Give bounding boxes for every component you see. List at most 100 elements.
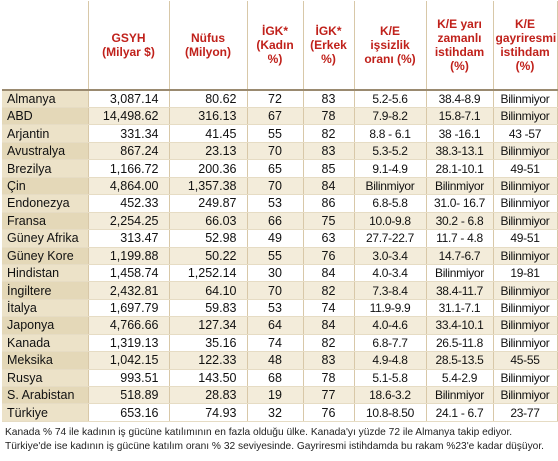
country-cell: Almanya <box>2 90 89 108</box>
gdp-cell: 4,766.66 <box>88 316 170 335</box>
lfpr-women-cell: 55 <box>247 124 304 143</box>
lfpr-men-cell: 74 <box>303 299 355 318</box>
lfpr-men-cell: 83 <box>303 351 355 370</box>
table-row: Endonezya 452.33 249.87 53 86 6.8-5.8 31.0- 16… <box>2 194 558 213</box>
gdp-cell: 3,087.14 <box>88 90 170 108</box>
lfpr-men-cell: 82 <box>303 281 355 300</box>
part-time-cell: Bilinmiyor <box>426 177 494 196</box>
part-time-cell: 31.1-7.1 <box>426 299 494 318</box>
country-cell: S. Arabistan <box>2 386 89 405</box>
lfpr-women-cell: 53 <box>247 194 304 213</box>
population-cell: 74.93 <box>169 403 248 422</box>
table-row: İtalya 1,697.79 59.83 53 74 11.9-9.9 31.1-7.1 B… <box>2 299 558 318</box>
population-cell: 59.83 <box>169 299 248 318</box>
lfpr-women-cell: 72 <box>247 90 304 108</box>
part-time-cell: 33.4-10.1 <box>426 316 494 335</box>
informal-cell: Bilinmiyor <box>493 369 558 388</box>
unemployment-cell: 3.0-3.4 <box>354 247 427 265</box>
gdp-cell: 14,498.62 <box>88 107 170 126</box>
unemployment-cell: 11.9-9.9 <box>354 299 427 318</box>
unemployment-cell: 5.2-5.6 <box>354 90 427 108</box>
population-cell: 50.22 <box>169 247 248 265</box>
table-row: Japonya 4,766.66 127.34 64 84 4.0-4.6 33.4-10.… <box>2 316 558 335</box>
gdp-cell: 313.47 <box>88 229 170 248</box>
gdp-cell: 1,458.74 <box>88 264 170 283</box>
lfpr-women-cell: 70 <box>247 281 304 300</box>
lfpr-men-cell: 85 <box>303 159 355 178</box>
unemployment-cell: 10.8-8.50 <box>354 403 427 422</box>
footnotes: Kanada % 74 ile kadının iş gücüne katılı… <box>2 426 557 454</box>
informal-cell: 49-51 <box>493 229 558 248</box>
table-row: Almanya 3,087.14 80.62 72 83 5.2-5.6 38.4-8.9 B… <box>2 90 558 108</box>
population-cell: 23.13 <box>169 142 248 161</box>
population-cell: 35.16 <box>169 334 248 353</box>
table-row: Avustralya 867.24 23.13 70 83 5.3-5.2 38.3-13.… <box>2 142 558 161</box>
unemployment-cell: 18.6-3.2 <box>354 386 427 405</box>
part-time-cell: 30.2 - 6.8 <box>426 212 494 231</box>
lfpr-women-cell: 32 <box>247 403 304 422</box>
gdp-cell: 518.89 <box>88 386 170 405</box>
informal-cell: 49-51 <box>493 159 558 178</box>
country-cell: Fransa <box>2 212 89 231</box>
lfpr-women-cell: 53 <box>247 299 304 318</box>
unemployment-cell: 6.8-5.8 <box>354 194 427 213</box>
labor-stats-table: GSYH (Milyar $) Nüfus (Milyon) İGK* (Kad… <box>2 1 558 422</box>
part-time-cell: 5.4-2.9 <box>426 369 494 388</box>
informal-cell: Bilinmiyor <box>493 194 558 213</box>
population-cell: 127.34 <box>169 316 248 335</box>
informal-cell: Bilinmiyor <box>493 142 558 161</box>
lfpr-men-cell: 83 <box>303 90 355 108</box>
part-time-cell: 38.4-8.9 <box>426 90 494 108</box>
lfpr-men-cell: 82 <box>303 124 355 143</box>
table-row: Fransa 2,254.25 66.03 66 75 10.0-9.8 30.2 - 6.… <box>2 212 558 231</box>
lfpr-women-cell: 19 <box>247 386 304 405</box>
informal-cell: Bilinmiyor <box>493 334 558 353</box>
lfpr-women-cell: 74 <box>247 334 304 353</box>
lfpr-men-cell: 76 <box>303 247 355 265</box>
footnote-line: Türkiye'de ise kadının iş gücüne katılım… <box>5 440 544 452</box>
table-row: Kanada 1,319.13 35.16 74 82 6.8-7.7 26.5-11.8 B… <box>2 334 558 353</box>
unemployment-cell: Bilinmiyor <box>354 177 427 196</box>
gdp-cell: 1,319.13 <box>88 334 170 353</box>
lfpr-men-cell: 77 <box>303 386 355 405</box>
lfpr-men-cell: 75 <box>303 212 355 231</box>
part-time-cell: Bilinmiyor <box>426 264 494 283</box>
country-cell: Rusya <box>2 369 89 388</box>
gdp-cell: 993.51 <box>88 369 170 388</box>
lfpr-women-cell: 66 <box>247 212 304 231</box>
country-cell: İtalya <box>2 299 89 318</box>
informal-cell: Bilinmiyor <box>493 386 558 405</box>
population-cell: 249.87 <box>169 194 248 213</box>
country-cell: Endonezya <box>2 194 89 213</box>
part-time-cell: 31.0- 16.7 <box>426 194 494 213</box>
lfpr-men-cell: 76 <box>303 403 355 422</box>
gdp-cell: 1,697.79 <box>88 299 170 318</box>
part-time-cell: 28.1-10.1 <box>426 159 494 178</box>
gdp-cell: 867.24 <box>88 142 170 161</box>
unemployment-cell: 4.0-4.6 <box>354 316 427 335</box>
unemployment-cell: 5.1-5.8 <box>354 369 427 388</box>
informal-cell: Bilinmiyor <box>493 247 558 265</box>
population-cell: 28.83 <box>169 386 248 405</box>
population-cell: 41.45 <box>169 124 248 143</box>
informal-cell: Bilinmiyor <box>493 299 558 318</box>
table-body: Almanya 3,087.14 80.62 72 83 5.2-5.6 38.4-8.9 B… <box>2 90 558 422</box>
table-row: Güney Afrika 313.47 52.98 49 63 27.7-22.7 11.7… <box>2 229 558 248</box>
part-time-cell: 38.3-13.1 <box>426 142 494 161</box>
gdp-cell: 1,166.72 <box>88 159 170 178</box>
part-time-cell: 38.4-11.7 <box>426 281 494 300</box>
lfpr-men-cell: 78 <box>303 369 355 388</box>
population-cell: 200.36 <box>169 159 248 178</box>
table-row: Hindistan 1,458.74 1,252.14 30 84 4.0-3.4 Bili… <box>2 264 558 283</box>
informal-cell: Bilinmiyor <box>493 281 558 300</box>
part-time-cell: 14.7-6.7 <box>426 247 494 265</box>
table-row: İngiltere 2,432.81 64.10 70 82 7.3-8.4 38.4-11… <box>2 281 558 300</box>
lfpr-men-cell: 63 <box>303 229 355 248</box>
lfpr-women-cell: 55 <box>247 247 304 265</box>
country-cell: Güney Kore <box>2 247 89 265</box>
country-cell: Meksika <box>2 351 89 370</box>
unemployment-cell: 4.0-3.4 <box>354 264 427 283</box>
part-time-cell: 15.8-7.1 <box>426 107 494 126</box>
population-cell: 52.98 <box>169 229 248 248</box>
lfpr-men-cell: 82 <box>303 334 355 353</box>
